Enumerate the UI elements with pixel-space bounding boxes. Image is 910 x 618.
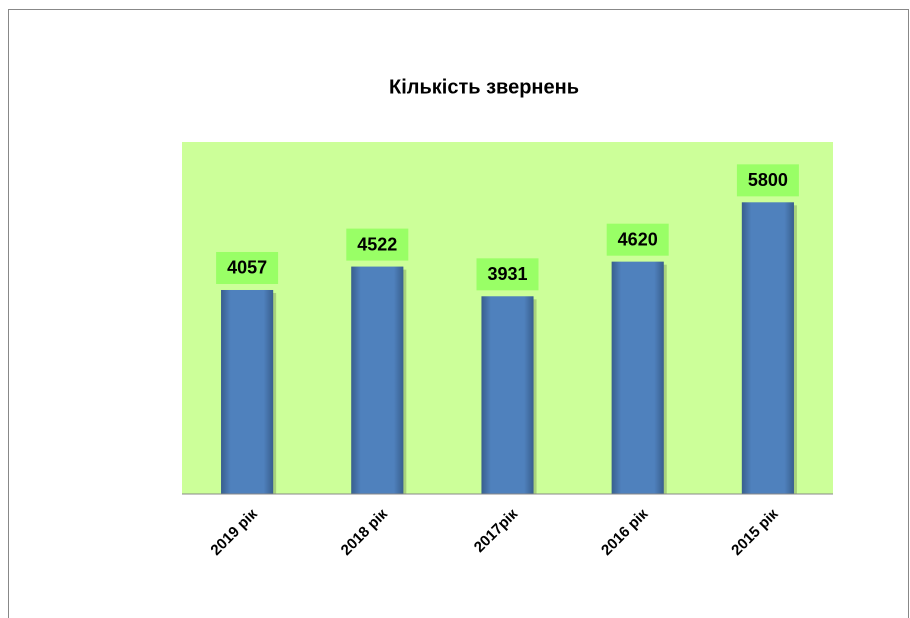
- value-label: 4057: [227, 258, 267, 278]
- value-label-bg: [216, 251, 279, 284]
- bar-base: [481, 296, 534, 494]
- value-label: 4522: [357, 234, 397, 254]
- bar-base: [351, 266, 404, 494]
- bar-base: [221, 289, 274, 494]
- bar: [611, 261, 664, 494]
- bar-base: [741, 202, 794, 495]
- value-label: 5800: [748, 170, 788, 190]
- value-label: 4620: [618, 229, 658, 249]
- bar: [351, 266, 404, 494]
- value-label: 3931: [487, 264, 527, 284]
- value-label-bg: [346, 228, 409, 261]
- bar-base: [611, 261, 664, 494]
- chart-title: Кількість звернень: [389, 76, 579, 98]
- bar: [481, 296, 534, 494]
- bar: [741, 202, 794, 495]
- value-label-bg: [476, 258, 539, 291]
- bar: [221, 289, 274, 494]
- value-label-bg: [606, 223, 669, 256]
- value-label-bg: [736, 164, 799, 197]
